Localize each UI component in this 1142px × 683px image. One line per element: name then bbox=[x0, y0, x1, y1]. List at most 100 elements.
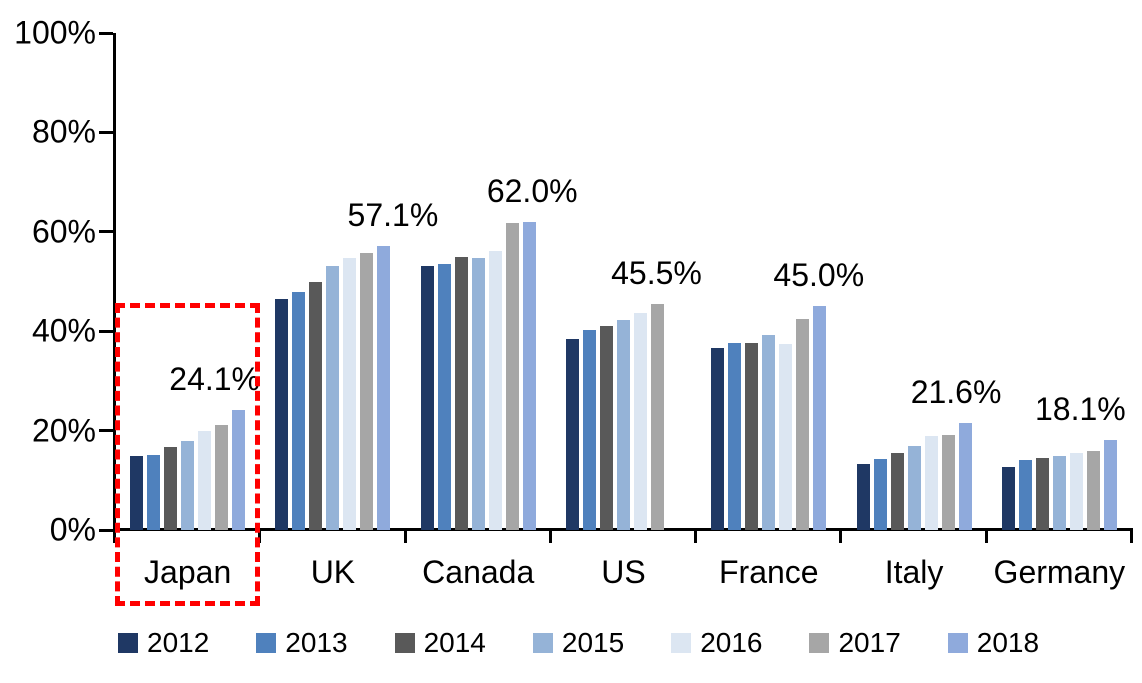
legend-swatch-2014 bbox=[394, 633, 415, 653]
y-axis-tick bbox=[99, 528, 113, 532]
bar-2012-france bbox=[711, 348, 725, 530]
legend-label: 2016 bbox=[700, 627, 763, 658]
data-label-uk: 57.1% bbox=[347, 197, 439, 234]
bar-2018-japan bbox=[232, 410, 246, 530]
bar-group-japan bbox=[115, 410, 260, 530]
bar-2016-uk bbox=[343, 257, 357, 530]
bar-group-canada bbox=[406, 221, 551, 530]
bar-2015-italy bbox=[907, 445, 921, 530]
legend-swatch-2018 bbox=[947, 633, 968, 653]
x-axis-tick bbox=[113, 528, 116, 543]
y-axis-tick bbox=[99, 329, 113, 333]
x-axis-tick bbox=[694, 528, 698, 543]
legend-label: 2012 bbox=[147, 627, 210, 658]
bar-2014-canada bbox=[454, 257, 468, 530]
bar-2012-italy bbox=[856, 463, 870, 530]
x-axis-tick bbox=[839, 528, 843, 543]
data-label-italy: 21.6% bbox=[910, 373, 1002, 410]
bar-2017-italy bbox=[941, 434, 955, 530]
category-label-uk: UK bbox=[310, 554, 356, 590]
legend-swatch-2016 bbox=[671, 633, 692, 653]
bar-2018-germany bbox=[1103, 440, 1117, 530]
legend-swatch-2015 bbox=[532, 633, 553, 653]
y-axis-tick-label: 80% bbox=[31, 113, 96, 150]
y-axis-tick bbox=[99, 230, 113, 234]
bar-2017-japan bbox=[215, 425, 229, 530]
category-label-japan: Japan bbox=[144, 554, 232, 590]
bar-group-us bbox=[551, 303, 696, 530]
legend-item-2018: 2018 bbox=[947, 627, 1040, 659]
data-label-canada: 62.0% bbox=[486, 172, 578, 209]
highlight-box-japan bbox=[115, 303, 260, 606]
y-axis-tick-label: 60% bbox=[31, 213, 96, 250]
category-label-italy: Italy bbox=[884, 554, 944, 590]
bar-2013-france bbox=[728, 342, 742, 530]
bar-2013-germany bbox=[1018, 459, 1032, 530]
bar-2017-france bbox=[796, 319, 810, 530]
legend-item-2016: 2016 bbox=[671, 627, 762, 659]
legend-swatch-2017 bbox=[809, 633, 830, 653]
legend-swatch-2012 bbox=[118, 633, 138, 653]
bar-2017-uk bbox=[360, 252, 374, 530]
bar-2013-us bbox=[582, 330, 596, 530]
bar-2018-uk bbox=[377, 246, 391, 530]
bar-2018-canada bbox=[522, 221, 536, 530]
bar-2012-us bbox=[565, 339, 579, 530]
legend-swatch-2013 bbox=[256, 633, 277, 653]
legend-label: 2013 bbox=[285, 627, 348, 658]
bar-2013-uk bbox=[292, 291, 306, 530]
bar-2018-italy bbox=[958, 422, 972, 530]
bar-2016-canada bbox=[488, 250, 502, 530]
legend-label: 2014 bbox=[423, 627, 486, 658]
bar-2015-us bbox=[616, 320, 630, 530]
category-label-germany: Germany bbox=[993, 554, 1126, 590]
bar-2016-france bbox=[779, 344, 793, 530]
y-axis-tick-label: 20% bbox=[31, 412, 96, 449]
bar-2012-canada bbox=[420, 266, 434, 530]
data-label-france: 45.0% bbox=[773, 257, 865, 294]
legend-item-2013: 2013 bbox=[256, 627, 348, 659]
bar-2013-italy bbox=[873, 459, 887, 530]
bar-2012-uk bbox=[275, 299, 289, 530]
bar-2016-germany bbox=[1069, 453, 1083, 530]
x-axis-tick bbox=[403, 528, 407, 543]
legend-item-2017: 2017 bbox=[809, 627, 901, 659]
legend-item-2012: 2012 bbox=[118, 627, 209, 659]
bar-group-germany bbox=[987, 440, 1132, 530]
x-axis-tick bbox=[548, 528, 552, 543]
bar-2016-us bbox=[633, 313, 647, 530]
data-label-germany: 18.1% bbox=[1034, 391, 1126, 428]
bar-2018-france bbox=[813, 306, 827, 530]
y-axis-tick-label: 0% bbox=[49, 511, 96, 548]
bar-2014-us bbox=[599, 326, 613, 530]
x-axis-tick bbox=[984, 528, 988, 543]
bar-2015-germany bbox=[1052, 456, 1066, 530]
legend-label: 2018 bbox=[976, 627, 1040, 658]
bar-2014-france bbox=[745, 343, 759, 530]
y-axis-tick bbox=[99, 130, 113, 134]
bar-2017-canada bbox=[505, 223, 519, 530]
bar-2014-japan bbox=[164, 447, 178, 530]
category-label-us: US bbox=[601, 554, 646, 590]
bar-2015-japan bbox=[181, 440, 195, 530]
legend-label: 2017 bbox=[838, 627, 901, 658]
bar-2014-uk bbox=[309, 281, 323, 530]
y-axis-tick bbox=[99, 429, 113, 433]
legend-item-2015: 2015 bbox=[532, 627, 625, 659]
bar-2016-italy bbox=[924, 436, 938, 530]
y-axis-tick bbox=[99, 31, 113, 35]
bar-2013-japan bbox=[147, 454, 161, 530]
bar-2015-uk bbox=[326, 265, 340, 530]
bar-2016-japan bbox=[198, 431, 212, 530]
bar-2017-us bbox=[650, 303, 664, 530]
y-axis-tick-label: 40% bbox=[31, 312, 96, 349]
bar-2012-japan bbox=[130, 455, 144, 530]
bar-2015-canada bbox=[471, 258, 485, 530]
bar-group-uk bbox=[260, 246, 405, 530]
data-label-japan: 24.1% bbox=[169, 361, 261, 398]
category-label-france: France bbox=[718, 554, 819, 590]
legend-label: 2015 bbox=[561, 627, 625, 658]
legend-item-2014: 2014 bbox=[394, 627, 486, 659]
bar-2017-germany bbox=[1086, 450, 1100, 530]
